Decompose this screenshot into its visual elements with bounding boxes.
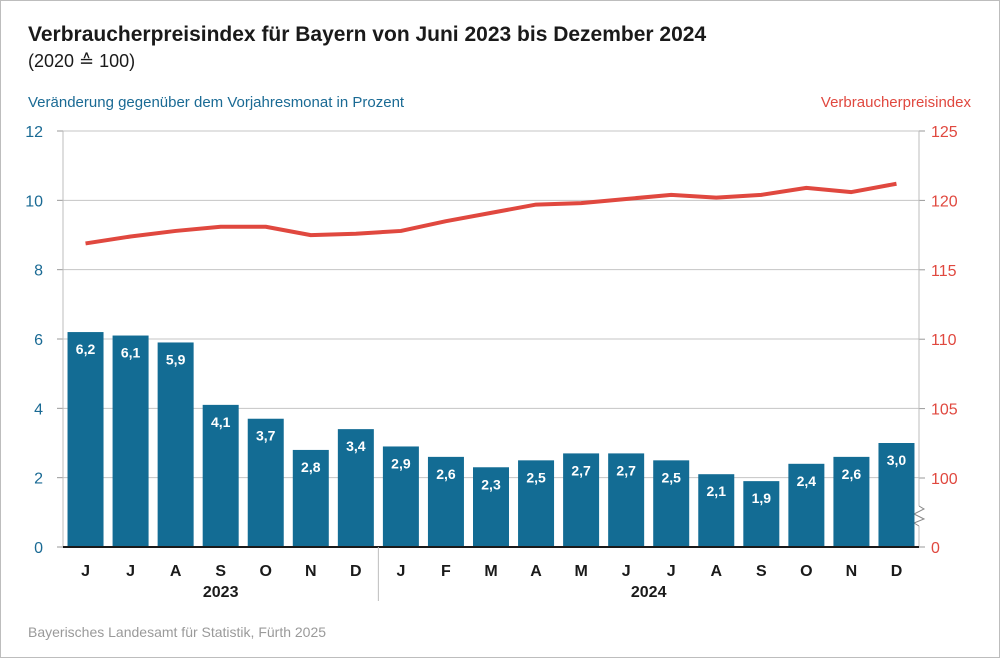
left-tick-label: 6	[34, 332, 43, 349]
bar	[112, 335, 149, 547]
x-tick-label: J	[667, 563, 676, 580]
bar-label: 3,4	[346, 438, 366, 454]
x-tick-label: S	[215, 563, 226, 580]
bar	[833, 456, 870, 547]
right-tick-label: 100	[931, 471, 958, 488]
source-note: Bayerisches Landesamt für Statistik, Für…	[28, 624, 327, 640]
chart-title: Verbraucherpreisindex für Bayern von Jun…	[28, 23, 707, 46]
bar	[608, 453, 645, 547]
right-tick-label: 120	[931, 193, 958, 210]
bar	[427, 456, 464, 547]
bar-label: 2,4	[797, 473, 817, 489]
x-tick-label: M	[574, 563, 587, 580]
bar-label: 6,1	[121, 345, 141, 361]
bar-label: 2,9	[391, 455, 411, 471]
bar-label: 2,7	[616, 462, 636, 478]
x-tick-label: J	[126, 563, 135, 580]
bar-label: 1,9	[752, 490, 772, 506]
bar-label: 4,1	[211, 414, 231, 430]
bar	[743, 481, 780, 547]
bar	[473, 467, 509, 547]
right-tick-label: 110	[931, 332, 957, 349]
right-tick-label: 0	[931, 540, 940, 557]
bar	[202, 404, 239, 547]
x-tick-label: A	[170, 563, 182, 580]
bar	[337, 429, 374, 547]
x-tick-label: A	[710, 563, 722, 580]
chart-subtitle: (2020 ≙ 100)	[28, 51, 136, 71]
bar	[157, 342, 194, 547]
bar	[788, 463, 825, 547]
bar-label: 2,5	[526, 469, 546, 485]
bar	[67, 332, 104, 547]
x-tick-label: D	[350, 563, 362, 580]
bar	[563, 453, 600, 547]
year-label: 2023	[203, 584, 239, 601]
left-tick-label: 0	[34, 540, 43, 557]
left-tick-label: 2	[34, 471, 43, 488]
axis-break-icon	[912, 505, 926, 527]
x-tick-label: F	[441, 563, 451, 580]
x-tick-label: S	[756, 563, 767, 580]
bar-label: 3,7	[256, 428, 276, 444]
cpi-line	[85, 181, 897, 246]
x-tick-label: J	[622, 563, 631, 580]
bar-label: 6,2	[76, 341, 96, 357]
left-axis-label: Veränderung gegenüber dem Vorjahresmonat…	[28, 94, 405, 111]
x-tick-label: J	[81, 563, 90, 580]
x-tick-label: O	[800, 563, 812, 580]
right-axis-label: Verbraucherpreisindex	[820, 94, 971, 111]
x-tick-label: M	[484, 563, 497, 580]
bar	[878, 443, 915, 547]
bar	[292, 449, 329, 547]
bar-label: 2,7	[571, 462, 591, 478]
right-tick-label: 115	[931, 263, 957, 280]
bar-label: 2,1	[707, 483, 727, 499]
x-tick-label: J	[396, 563, 405, 580]
left-tick-label: 8	[34, 263, 43, 280]
left-tick-label: 12	[25, 124, 43, 141]
year-label: 2024	[631, 584, 667, 601]
x-tick-label: A	[530, 563, 542, 580]
bar	[382, 446, 419, 547]
bar-label: 2,6	[842, 466, 862, 482]
left-tick-label: 4	[34, 401, 43, 418]
x-tick-label: N	[305, 563, 317, 580]
bar-label: 2,3	[481, 476, 501, 492]
x-tick-label: D	[891, 563, 903, 580]
x-tick-label: N	[846, 563, 858, 580]
bar-label: 2,5	[661, 469, 681, 485]
right-tick-label: 105	[931, 402, 958, 419]
right-tick-label: 125	[931, 124, 958, 141]
bar	[247, 418, 284, 547]
bar-label: 3,0	[887, 452, 907, 468]
bar-label: 2,8	[301, 459, 321, 475]
left-tick-label: 10	[25, 193, 43, 210]
bar-label: 5,9	[166, 351, 186, 367]
bar	[698, 474, 735, 547]
bar	[653, 460, 690, 547]
x-tick-label: O	[260, 563, 272, 580]
bar-label: 2,6	[436, 466, 456, 482]
bar	[518, 460, 555, 547]
